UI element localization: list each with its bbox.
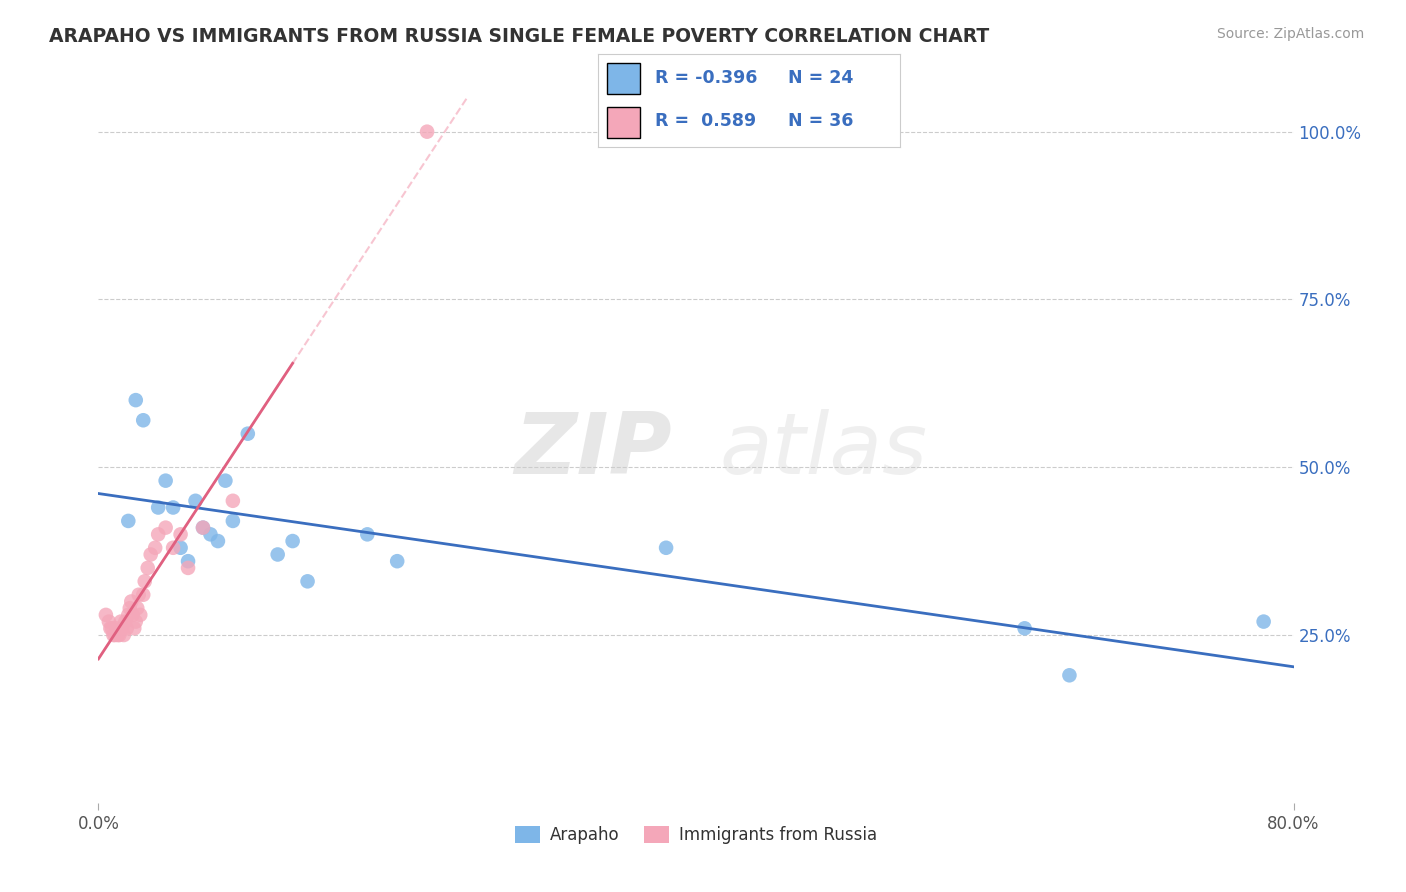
Point (118, 601, 141, 615)
Text: R = -0.396: R = -0.396 (655, 70, 758, 87)
Point (98, 621, 122, 635)
Text: ZIP: ZIP (515, 409, 672, 492)
Point (281, 534, 304, 549)
Text: atlas: atlas (720, 409, 928, 492)
FancyBboxPatch shape (606, 107, 640, 138)
Point (177, 554, 200, 568)
Point (1253, 615, 1275, 629)
Point (356, 527, 378, 541)
Point (297, 574, 319, 589)
Point (155, 521, 177, 535)
Point (169, 527, 191, 541)
Point (120, 594, 142, 608)
Point (115, 621, 138, 635)
Point (214, 474, 236, 488)
Point (101, 621, 124, 635)
Point (105, 621, 128, 635)
Point (124, 621, 146, 635)
Text: R =  0.589: R = 0.589 (655, 112, 756, 130)
Point (125, 393, 148, 408)
Point (108, 628, 131, 642)
Point (117, 514, 139, 528)
Point (184, 493, 207, 508)
Point (139, 548, 162, 562)
Point (128, 588, 150, 602)
Point (107, 628, 129, 642)
Point (143, 541, 166, 555)
Point (155, 474, 177, 488)
Point (207, 534, 229, 549)
Point (655, 541, 678, 555)
Point (97, 615, 120, 629)
Point (416, 125, 439, 139)
Point (236, 426, 259, 441)
Point (121, 607, 143, 622)
Point (148, 500, 170, 515)
Text: N = 24: N = 24 (787, 70, 853, 87)
Point (148, 527, 170, 541)
Point (117, 607, 139, 622)
Point (191, 521, 214, 535)
Point (104, 628, 127, 642)
Point (134, 574, 156, 589)
Text: N = 36: N = 36 (787, 112, 853, 130)
Point (129, 607, 152, 622)
Point (110, 615, 132, 629)
Text: Source: ZipAtlas.com: Source: ZipAtlas.com (1216, 27, 1364, 41)
Point (111, 621, 134, 635)
Point (1059, 668, 1081, 682)
Point (94, 607, 117, 622)
Legend: Arapaho, Immigrants from Russia: Arapaho, Immigrants from Russia (508, 820, 884, 851)
Point (132, 588, 155, 602)
Point (132, 413, 155, 427)
Point (112, 628, 135, 642)
Point (222, 493, 245, 508)
FancyBboxPatch shape (606, 63, 640, 94)
Point (103, 628, 125, 642)
Point (162, 541, 184, 555)
Point (114, 615, 136, 629)
Point (385, 554, 409, 568)
Point (162, 500, 184, 515)
Point (169, 541, 191, 555)
Point (222, 514, 245, 528)
Text: ARAPAHO VS IMMIGRANTS FROM RUSSIA SINGLE FEMALE POVERTY CORRELATION CHART: ARAPAHO VS IMMIGRANTS FROM RUSSIA SINGLE… (49, 27, 990, 45)
Point (191, 521, 214, 535)
Point (125, 615, 148, 629)
Point (200, 527, 222, 541)
Point (177, 561, 200, 575)
Point (1014, 621, 1036, 635)
Point (136, 561, 159, 575)
Point (267, 548, 290, 562)
Point (127, 601, 149, 615)
